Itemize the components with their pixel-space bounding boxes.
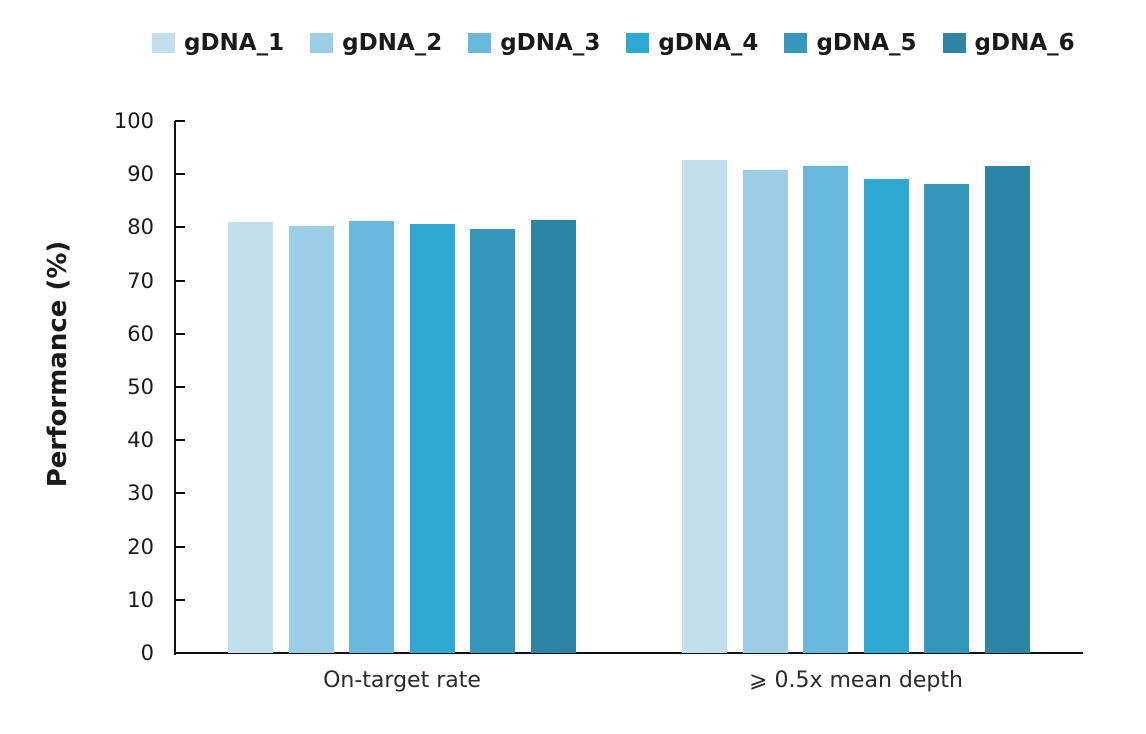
y-axis-title: Performance (%)	[43, 240, 73, 488]
y-tick-label: 100	[113, 109, 154, 133]
legend-item-gDNA_3: gDNA_3	[468, 30, 600, 56]
bar-gDNA_2-mean-depth	[742, 169, 788, 653]
legend-label-gDNA_2: gDNA_2	[342, 30, 443, 56]
legend-label-gDNA_5: gDNA_5	[816, 30, 917, 56]
legend-swatch-gDNA_4	[626, 33, 650, 53]
legend-item-gDNA_2: gDNA_2	[310, 30, 442, 56]
y-tick-label: 80	[127, 215, 154, 240]
bar-gDNA_1-on-target-rate	[228, 222, 274, 653]
bar-gDNA_4-mean-depth	[863, 178, 909, 653]
bar-gDNA_4-on-target-rate	[409, 223, 455, 653]
y-tick-label: 0	[140, 641, 154, 665]
bar-gDNA_1-mean-depth	[682, 159, 728, 653]
legend-item-gDNA_6: gDNA_6	[942, 30, 1075, 56]
x-category-label-on-target-rate: On-target rate	[323, 668, 481, 693]
y-axis-line	[174, 121, 176, 655]
legend-item-gDNA_1: gDNA_1	[152, 30, 284, 56]
y-tick-mark	[175, 386, 185, 388]
legend-swatch-gDNA_3	[468, 33, 492, 53]
y-tick-mark	[175, 279, 185, 282]
legend-item-gDNA_4: gDNA_4	[626, 30, 758, 56]
legend-label-gDNA_4: gDNA_4	[658, 30, 759, 56]
bar-gDNA_3-mean-depth	[803, 166, 849, 653]
bar-gDNA_5-on-target-rate	[470, 228, 516, 653]
y-tick-label: 10	[127, 587, 154, 612]
y-tick-mark	[175, 492, 185, 495]
legend-label-gDNA_1: gDNA_1	[184, 30, 285, 56]
legend-label-gDNA_6: gDNA_6	[974, 30, 1075, 56]
bar-gDNA_3-on-target-rate	[349, 221, 395, 653]
y-tick-label: 70	[127, 268, 154, 293]
chart-legend: gDNA_1 gDNA_2 gDNA_3 gDNA_4 gDNA_5 gDNA_6	[152, 30, 1075, 56]
x-category-label-mean-depth: ⩾ 0.5x mean depth	[749, 668, 963, 693]
bar-gDNA_6-on-target-rate	[530, 220, 576, 653]
y-tick-mark	[175, 598, 185, 601]
x-axis-line	[174, 652, 1083, 654]
bar-gDNA_6-mean-depth	[984, 165, 1030, 653]
legend-swatch-gDNA_5	[784, 33, 808, 53]
bar-gDNA_2-on-target-rate	[288, 225, 334, 653]
y-tick-mark	[175, 439, 185, 442]
y-tick-label: 60	[127, 321, 154, 346]
legend-swatch-gDNA_2	[310, 33, 334, 53]
y-tick-label: 20	[127, 534, 154, 559]
y-tick-label: 30	[127, 481, 154, 506]
y-tick-mark	[175, 545, 185, 548]
legend-swatch-gDNA_1	[152, 33, 175, 53]
y-tick-mark	[175, 173, 185, 176]
legend-label-gDNA_3: gDNA_3	[500, 30, 601, 56]
legend-item-gDNA_5: gDNA_5	[784, 30, 917, 56]
bar-gDNA_5-mean-depth	[924, 184, 970, 653]
y-tick-mark	[175, 226, 185, 229]
y-tick-label: 90	[127, 162, 154, 187]
legend-swatch-gDNA_6	[942, 33, 966, 53]
y-tick-mark	[175, 120, 185, 122]
y-tick-label: 50	[127, 375, 154, 399]
y-tick-label: 40	[127, 428, 154, 453]
y-tick-mark	[175, 332, 185, 335]
